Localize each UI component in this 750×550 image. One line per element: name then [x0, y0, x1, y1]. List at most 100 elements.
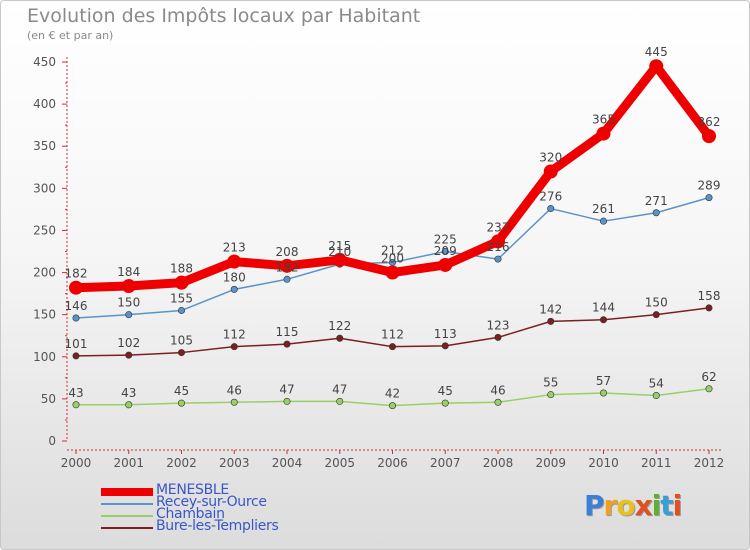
data-label: 45	[174, 384, 189, 398]
data-point	[125, 351, 133, 359]
x-tick-label: 2010	[588, 456, 619, 470]
data-label: 57	[596, 374, 611, 388]
data-point	[702, 129, 716, 144]
data-point	[547, 205, 555, 213]
data-point	[332, 252, 347, 267]
legend-label: MENESBLE	[156, 482, 229, 498]
data-point	[280, 258, 294, 273]
data-label: 215	[328, 239, 351, 253]
data-label: 142	[539, 302, 562, 316]
legend-label: Recey-sur-Ource	[156, 494, 267, 510]
data-point	[596, 126, 611, 141]
data-point	[599, 389, 607, 397]
data-label: 144	[592, 301, 615, 315]
data-label: 208	[276, 245, 299, 259]
x-tick-label: 2001	[113, 456, 144, 470]
data-label: 365	[592, 113, 615, 127]
y-tick-label: 250	[33, 223, 56, 237]
data-point	[72, 314, 80, 322]
data-label: 47	[332, 382, 347, 396]
data-label: 123	[487, 318, 510, 332]
logo-letter: i	[651, 489, 662, 522]
data-point	[230, 343, 238, 351]
data-label: 42	[385, 387, 400, 401]
data-label: 101	[65, 337, 88, 351]
data-point	[441, 399, 449, 407]
legend-label: Bure-les-Templiers	[156, 518, 279, 534]
data-point	[652, 392, 660, 400]
data-label: 216	[487, 240, 510, 254]
x-tick-label: 2000	[61, 456, 92, 470]
legend-swatch	[101, 488, 153, 496]
data-point	[547, 391, 555, 399]
data-label: 113	[434, 327, 457, 341]
data-label: 180	[223, 270, 246, 284]
data-point	[388, 343, 396, 351]
data-label: 54	[649, 377, 664, 391]
data-label: 445	[645, 45, 668, 59]
data-point	[69, 280, 83, 295]
data-label: 102	[117, 336, 140, 350]
data-point	[494, 255, 502, 263]
y-tick-label: 100	[33, 350, 56, 364]
data-point	[441, 342, 449, 350]
x-tick-label: 2006	[377, 456, 408, 470]
data-label: 105	[170, 334, 193, 348]
x-tick-label: 2007	[430, 456, 461, 470]
y-tick-label: 150	[33, 308, 56, 322]
data-label: 271	[645, 194, 668, 208]
x-tick-label: 2011	[641, 456, 672, 470]
chart-subtitle: (en € et par an)	[27, 29, 114, 42]
data-point	[494, 333, 502, 341]
data-label: 209	[434, 244, 457, 258]
data-label: 276	[539, 190, 562, 204]
data-point	[543, 164, 558, 179]
y-tick-label: 300	[33, 181, 56, 195]
logo-letter: x	[634, 489, 653, 522]
proxiti-logo: Proxiti	[584, 489, 682, 522]
x-tick-label: 2008	[483, 456, 514, 470]
data-label: 150	[645, 296, 668, 310]
data-point	[178, 349, 186, 357]
data-point	[705, 385, 713, 393]
data-label: 62	[701, 370, 716, 384]
data-label: 45	[438, 384, 453, 398]
data-label: 184	[117, 265, 140, 279]
data-label: 225	[434, 233, 457, 247]
data-point	[385, 265, 400, 280]
y-tick-label: 50	[41, 392, 56, 406]
data-label: 150	[117, 296, 140, 310]
data-point	[230, 285, 238, 293]
data-point	[494, 398, 502, 406]
data-label: 112	[223, 328, 246, 342]
y-tick-label: 200	[33, 266, 56, 280]
data-label: 115	[276, 325, 299, 339]
data-label: 261	[592, 202, 615, 216]
data-label: 200	[381, 252, 404, 266]
data-label: 213	[223, 241, 246, 255]
data-point	[705, 304, 713, 312]
data-point	[125, 311, 133, 319]
x-tick-label: 2003	[219, 456, 250, 470]
data-label: 47	[279, 382, 294, 396]
x-tick-label: 2002	[166, 456, 197, 470]
data-point	[283, 340, 291, 348]
y-tick-label: 400	[33, 97, 56, 111]
data-label: 362	[698, 115, 721, 129]
y-tick-label: 0	[48, 434, 56, 448]
data-point	[174, 275, 189, 290]
x-tick-label: 2009	[535, 456, 566, 470]
data-point	[336, 397, 344, 405]
data-point	[283, 397, 291, 405]
data-point	[388, 402, 396, 410]
data-point	[178, 399, 186, 407]
data-label: 146	[65, 299, 88, 313]
data-label: 55	[543, 376, 558, 390]
chart-title: Evolution des Impôts locaux par Habitant	[27, 5, 421, 27]
logo-letter: r	[603, 489, 618, 522]
data-point	[547, 317, 555, 325]
legend-swatch	[101, 503, 153, 505]
data-label: 122	[328, 319, 351, 333]
